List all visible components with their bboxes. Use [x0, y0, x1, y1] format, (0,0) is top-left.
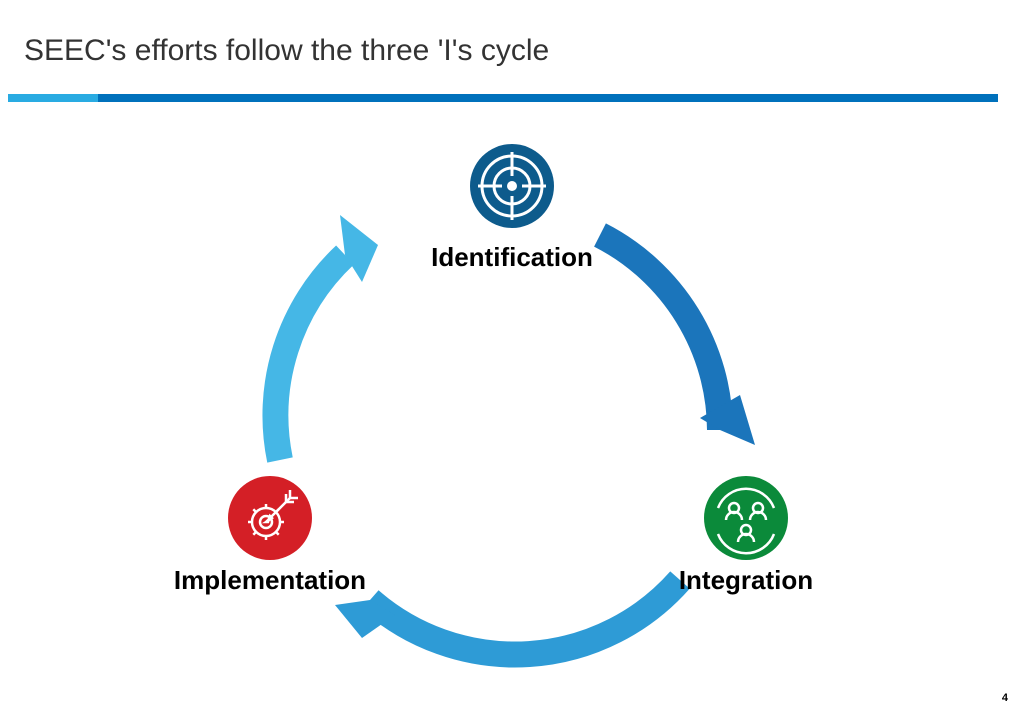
integration-label: Integration — [679, 565, 813, 596]
identification-icon — [470, 144, 554, 228]
implementation-label: Implementation — [174, 565, 366, 596]
arrow-implementation-to-identification — [275, 215, 378, 460]
identification-label: Identification — [431, 242, 593, 273]
implementation-icon — [228, 476, 312, 560]
page-number: 4 — [1002, 692, 1008, 704]
cycle-diagram — [0, 0, 1024, 714]
arrow-integration-to-implementation — [335, 580, 680, 655]
arrow-identification-to-integration — [600, 235, 755, 445]
integration-icon — [704, 476, 788, 560]
